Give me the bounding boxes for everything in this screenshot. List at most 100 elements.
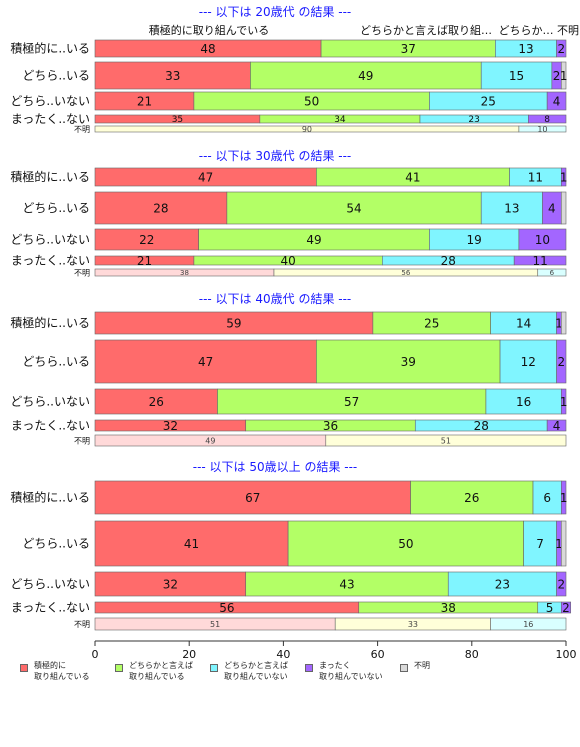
bar-segment-3-3-1 [94,388,218,415]
row-label-3-3: どちら..いない [10,395,90,409]
x-tick-label-1: 0 [92,648,99,661]
bar-value-2-3-2: 49 [306,233,321,247]
x-tick-label-2: 20 [182,648,196,661]
row-label-2-5: 不明 [74,269,90,278]
bar-remainder-3-1 [560,311,567,335]
bar-value-2-5-3: 6 [550,269,555,277]
bar-segment-4-1-4 [560,480,567,515]
bar-value-4-5-3: 16 [523,620,533,629]
bar-value-3-2-1: 47 [198,355,213,369]
bar-segment-2-2-2 [226,191,482,225]
header-label-1: 積極的に取り組んでいる [149,23,269,37]
header-label-4: 不明 [557,24,579,37]
bar-segment-2-4-4 [513,255,567,266]
bar-segment-4-1-3 [532,480,562,515]
bar-value-4-3-2: 43 [339,577,354,591]
bar-value-4-1-2: 26 [464,491,479,505]
bar-segment-2-2-1 [94,191,228,225]
bar-segment-1-5-3 [518,125,567,133]
panel-title-2: --- 以下は 30歳代 の結果 --- [199,149,352,163]
row-label-4-4: まったく..ない [11,601,90,615]
bar-value-4-2-3: 7 [536,537,544,551]
row-label-1-2: どちら..いる [22,69,90,83]
bar-value-3-1-3: 14 [516,316,531,330]
bar-value-2-1-3: 11 [528,170,543,184]
row-label-1-1: 積極的に..いる [10,41,90,56]
bar-value-3-5-2: 51 [441,436,451,445]
legend-swatch-1 [20,664,28,672]
bar-remainder-4-2 [560,520,567,567]
bar-value-2-1-4: 1 [560,170,568,184]
row-label-1-5: 不明 [74,125,90,134]
bar-value-4-4-4: 2 [562,601,570,615]
bar-value-3-4-3: 28 [474,419,489,433]
row-label-3-4: まったく..ない [11,419,90,433]
row-label-4-3: どちら..いない [10,577,90,591]
header-label-2: どちらかと言えば取り組… [360,24,492,37]
row-label-4-1: 積極的に..いる [10,490,90,505]
bar-segment-3-4-4 [546,419,567,432]
bar-value-1-3-1: 21 [137,94,152,108]
bar-segment-3-2-4 [556,339,567,384]
bar-value-3-3-3: 16 [516,395,531,409]
bar-value-2-2-1: 28 [153,201,168,215]
bar-value-4-2-2: 50 [398,537,413,551]
bar-segment-4-3-3 [447,571,557,597]
row-label-4-2: どちら..いる [22,537,90,551]
bar-segment-4-2-1 [94,520,289,567]
bar-value-3-2-3: 12 [521,355,536,369]
row-label-2-3: どちら..いない [10,233,90,247]
bar-segment-2-5-3 [537,268,567,277]
panel-title-4: --- 以下は 50歳以上 の結果 --- [193,460,358,474]
legend-label-1: 積極的に 取り組んでいる [34,661,90,681]
bar-segment-1-3-4 [546,91,567,111]
row-label-2-4: まったく..ない [11,254,90,268]
row-label-1-4: まったく..ない [11,112,90,126]
bar-value-3-4-1: 32 [163,419,178,433]
bar-segment-3-2-2 [316,339,501,384]
bar-value-2-5-2: 56 [401,269,410,277]
bar-value-2-4-3: 28 [441,254,456,268]
bar-value-4-1-1: 67 [245,491,260,505]
bar-segment-3-3-2 [217,388,487,415]
legend-label-3: どちらかと言えば 取り組んでいない [224,661,288,681]
bar-value-2-4-1: 21 [137,254,152,268]
bar-value-1-5-2: 90 [302,125,312,134]
legend-label-2: どちらかと言えば 取り組んでいる [129,661,193,681]
bar-value-4-3-1: 32 [163,577,178,591]
bar-value-3-1-2: 25 [424,316,439,330]
legend-item-4: まったく 取り組んでいない [305,660,383,682]
legend-label-5: 不明 [414,661,430,670]
bar-value-4-2-4: 1 [555,537,563,551]
bar-segment-2-2-3 [480,191,543,225]
bar-value-4-3-4: 2 [557,577,565,591]
row-label-2-2: どちら..いる [22,201,90,215]
row-label-1-3: どちら..いない [10,94,90,108]
legend-swatch-5 [400,664,408,672]
bar-value-1-4-3: 23 [468,115,479,125]
bar-segment-3-2-3 [499,339,557,384]
legend-swatch-4 [305,664,313,672]
bar-value-1-5-3: 10 [537,125,547,134]
bar-value-4-5-2: 33 [408,620,418,629]
bar-segment-2-3-4 [518,228,567,251]
bar-value-2-3-3: 19 [467,233,482,247]
row-label-3-1: 積極的に..いる [10,315,90,330]
bar-segment-4-5-3 [490,617,567,631]
panel-title-3: --- 以下は 40歳代 の結果 --- [199,292,352,306]
x-tick-label-6: 100 [556,648,577,661]
row-label-3-2: どちら..いる [22,355,90,369]
bar-segment-3-2-1 [94,339,317,384]
x-tick-label-3: 40 [276,648,290,661]
row-label-3-5: 不明 [74,437,90,446]
bar-value-2-2-2: 54 [346,201,361,215]
bar-value-3-3-1: 26 [149,395,164,409]
bar-value-3-5-1: 49 [205,436,215,445]
bar-segment-4-1-1 [94,480,411,515]
bar-value-1-4-4: 8 [544,115,550,125]
bar-segment-3-3-3 [485,388,562,415]
bar-value-2-1-2: 41 [405,170,420,184]
legend-item-5: 不明 [400,660,430,672]
bar-value-1-3-2: 50 [304,94,319,108]
bar-segment-4-3-1 [94,571,247,597]
